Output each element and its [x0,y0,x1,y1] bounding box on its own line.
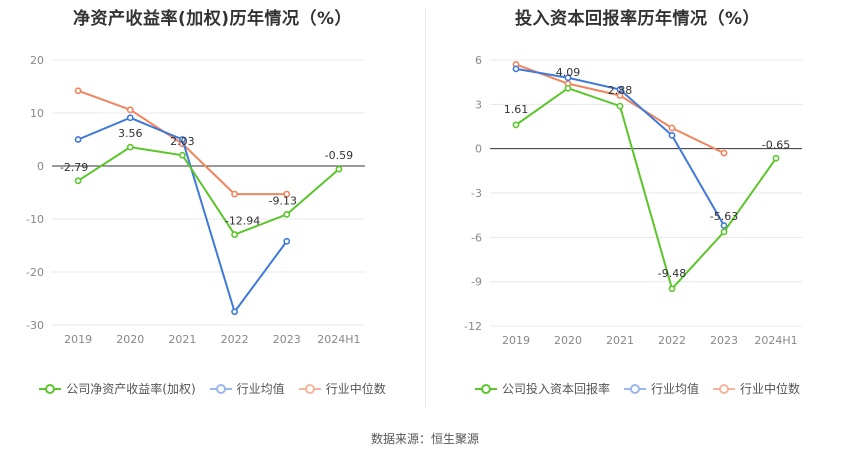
x-tick-label: 2019 [64,333,92,346]
y-tick-label: -20 [26,266,44,279]
legend-line-marker-icon [298,383,321,395]
y-tick-label: 0 [37,160,44,173]
legend-item-industry-mean[interactable]: 行业均值 [623,380,699,397]
roe-legend: 公司净资产收益率(加权) 行业均值 行业中位数 [0,380,425,397]
data-point[interactable] [720,222,728,229]
roe-chart-title: 净资产收益率(加权)历年情况（%） [72,9,353,29]
x-tick-label: 2019 [502,334,530,347]
x-tick-label: 2020 [116,333,144,346]
legend-label: 行业中位数 [740,382,801,396]
y-tick-label: -30 [26,319,44,332]
data-label: 2.88 [608,84,633,97]
x-tick-label: 2021 [168,333,196,346]
legend-item-company-roic[interactable]: 公司投入资本回报率 [474,380,610,397]
data-point[interactable] [283,237,291,245]
data-point[interactable] [74,177,82,185]
legend-label: 行业中位数 [325,382,386,396]
legend-label: 公司投入资本回报率 [501,382,610,396]
roic-line-chart: 6 3 0 -3 -6 -9 -12 2019 2020 2021 2022 2023 2024H1 1.… [464,54,802,347]
data-point[interactable] [668,131,676,139]
data-point[interactable] [126,114,134,122]
data-point[interactable] [668,285,676,293]
legend-item-company-roe[interactable]: 公司净资产收益率(加权) [39,380,196,397]
data-point[interactable] [179,151,186,159]
data-label: -5.63 [710,210,738,223]
legend-label: 公司净资产收益率(加权) [66,382,196,396]
x-tick-label: 2022 [658,334,686,347]
legend-line-marker-icon [39,383,62,395]
roic-legend: 公司投入资本回报率 行业均值 行业中位数 [425,380,850,397]
y-tick-label: 10 [30,107,44,120]
legend-item-industry-mean[interactable]: 行业均值 [209,380,285,397]
data-point[interactable] [179,136,186,143]
data-point[interactable] [126,106,134,114]
y-tick-label: 0 [475,143,482,156]
series-line [77,146,340,236]
x-tick-label: 2024H1 [754,334,797,347]
roe-line-chart: 20 10 0 -10 -20 -30 2019 2020 2021 2022 2023 2024H1… [26,54,365,346]
legend-line-marker-icon [209,383,232,395]
data-point[interactable] [616,86,624,93]
data-point[interactable] [720,228,728,236]
x-tick-label: 2022 [221,333,249,346]
data-point[interactable] [231,308,238,316]
data-label: -0.59 [325,149,353,162]
y-tick-label: -9 [471,276,482,289]
data-point[interactable] [74,87,82,95]
data-source-note: 数据来源：恒生聚源 [370,432,479,446]
data-point[interactable] [668,124,676,132]
data-label: -9.48 [658,267,686,280]
y-tick-label: -12 [464,320,482,333]
roic-chart-panel: 投入资本回报率历年情况（%） 6 3 0 -3 -6 -9 -12 2019 2020 2021 2… [425,0,850,420]
data-label: 2.03 [170,135,195,148]
data-point[interactable] [512,65,520,73]
data-label: -2.79 [60,161,88,174]
data-point[interactable] [126,143,134,151]
data-label: -9.13 [269,194,297,207]
data-point[interactable] [720,149,728,157]
x-tick-label: 2021 [606,334,634,347]
legend-line-marker-icon [713,383,735,395]
data-point[interactable] [283,210,291,218]
series-line [515,87,777,291]
x-tick-label: 2020 [554,334,582,347]
data-point[interactable] [74,136,82,143]
data-point[interactable] [772,154,780,162]
legend-line-marker-icon [474,383,497,395]
y-tick-label: 20 [30,54,44,67]
roe-chart-panel: 净资产收益率(加权)历年情况（%） 20 10 0 -10 -20 -30 2019 2020… [0,0,425,420]
x-tick-label: 2024H1 [317,333,360,346]
data-point[interactable] [283,190,291,198]
legend-line-marker-icon [623,383,646,395]
data-point[interactable] [564,74,572,82]
roic-chart-title: 投入资本回报率历年情况（%） [514,9,761,29]
x-tick-label: 2023 [273,333,301,346]
x-tick-label: 2023 [710,334,738,347]
data-point[interactable] [335,165,343,173]
data-label: 3.56 [118,127,143,140]
y-tick-label: -10 [26,213,44,226]
data-point[interactable] [231,231,238,238]
data-label: 1.61 [504,103,529,116]
data-point[interactable] [564,84,572,92]
data-label: -0.65 [762,138,790,151]
legend-label: 行业均值 [650,382,699,396]
data-point[interactable] [512,121,520,129]
y-tick-label: -3 [471,187,482,200]
data-point[interactable] [616,102,624,110]
legend-item-industry-median[interactable]: 行业中位数 [713,380,800,397]
legend-item-industry-median[interactable]: 行业中位数 [298,380,386,397]
y-tick-label: 3 [475,98,482,111]
y-tick-label: -6 [471,231,482,244]
panel-divider [425,8,426,408]
legend-label: 行业均值 [236,382,285,396]
data-label: -12.94 [225,215,260,228]
data-point[interactable] [231,190,238,198]
y-tick-label: 6 [475,54,482,67]
data-label: 4.09 [556,66,581,79]
